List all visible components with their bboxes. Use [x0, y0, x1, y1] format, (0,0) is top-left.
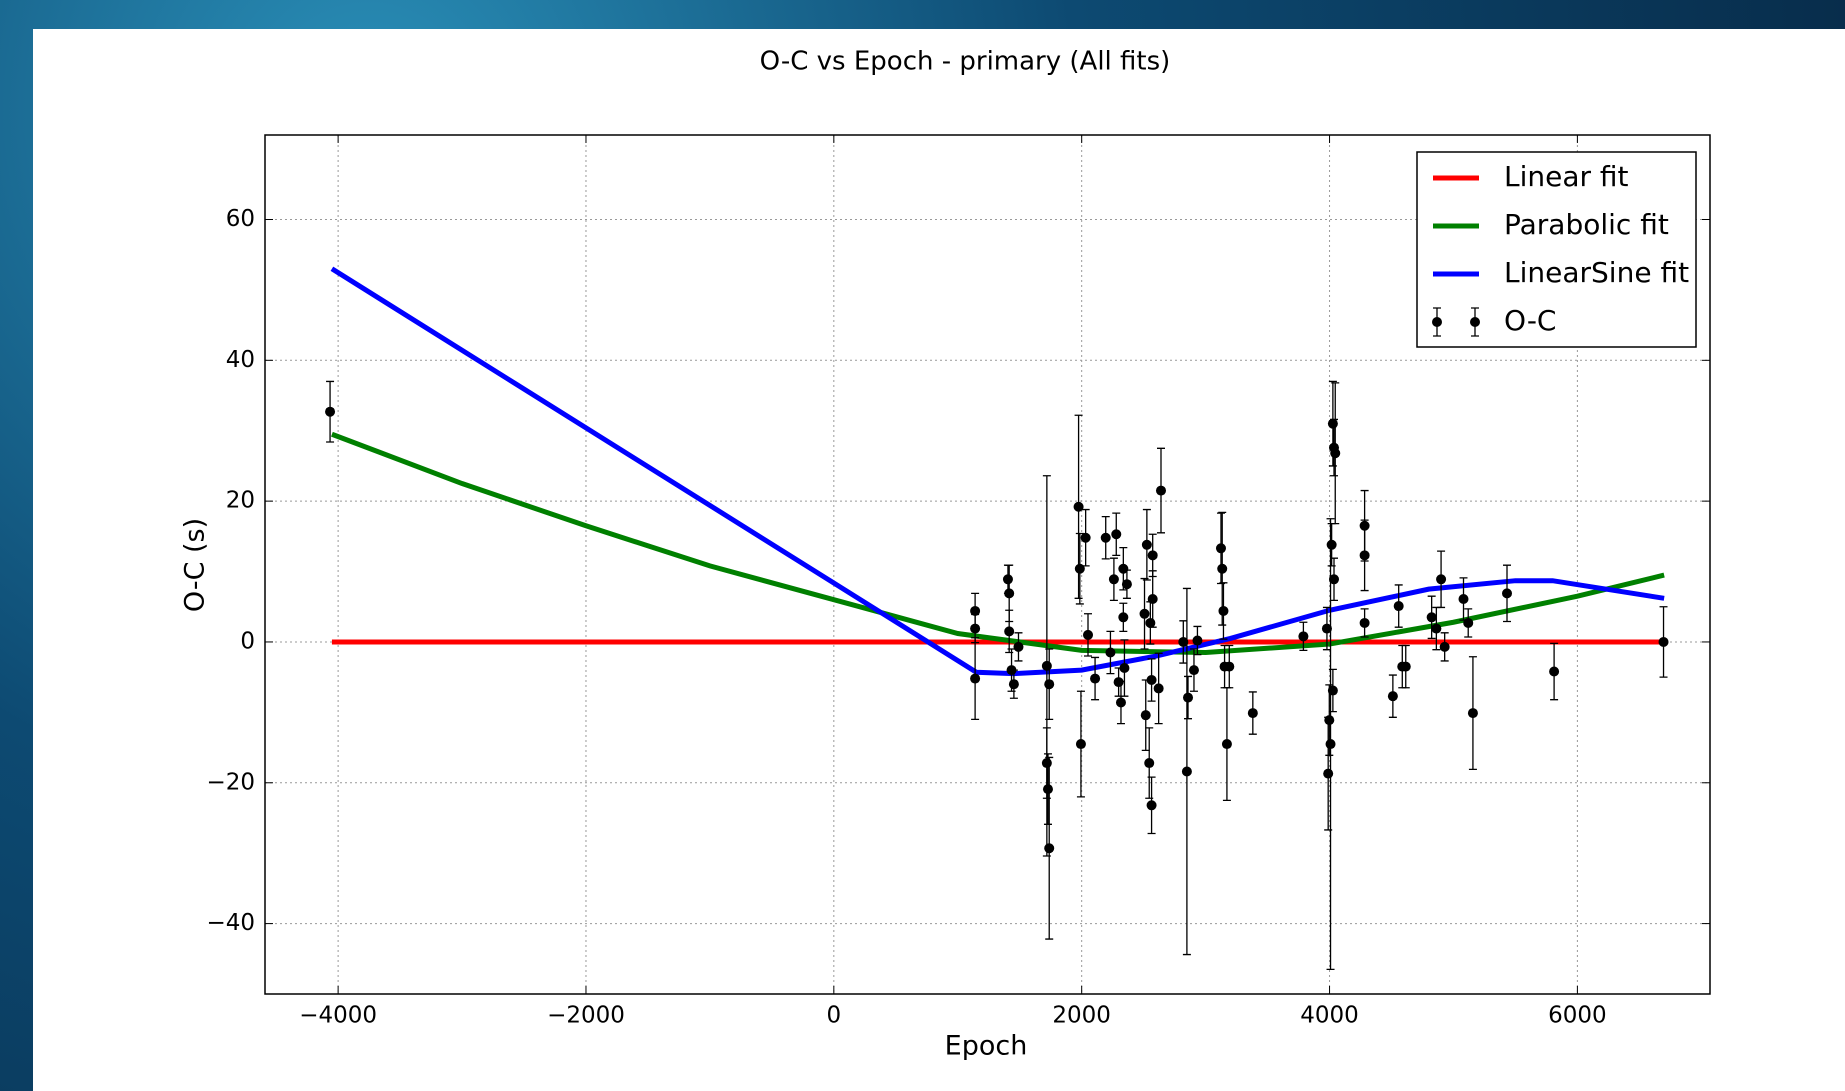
data-point — [1156, 486, 1166, 496]
data-point — [1116, 698, 1126, 708]
data-point — [1327, 540, 1337, 550]
legend-label: Parabolic fit — [1504, 208, 1669, 241]
data-point — [970, 624, 980, 634]
data-point — [1013, 642, 1023, 652]
data-point — [1003, 574, 1013, 584]
data-point — [1326, 739, 1336, 749]
data-point — [1502, 588, 1512, 598]
page: {"chart_data": {"type": "line", "title":… — [0, 0, 1845, 1091]
data-point — [970, 674, 980, 684]
chart: O-C vs Epoch - primary (All fits) Epoch … — [0, 0, 1845, 1091]
data-point — [1074, 502, 1084, 512]
data-point — [1111, 529, 1121, 539]
legend-label: O-C — [1504, 304, 1556, 337]
data-point — [1044, 679, 1054, 689]
data-point — [1248, 708, 1258, 718]
data-point — [1659, 637, 1669, 647]
data-point — [1148, 594, 1158, 604]
data-point — [1427, 612, 1437, 622]
data-point — [1459, 594, 1469, 604]
data-point — [1183, 693, 1193, 703]
y-tick-label: 60 — [226, 206, 255, 232]
data-point — [1101, 533, 1111, 543]
x-axis-label: Epoch — [945, 1031, 1028, 1062]
data-point — [1141, 710, 1151, 720]
y-tick-label: 0 — [240, 628, 255, 654]
x-tick-label: 2000 — [1052, 1003, 1111, 1029]
data-point — [1076, 739, 1086, 749]
data-point — [1218, 606, 1228, 616]
data-point — [1109, 574, 1119, 584]
y-axis-label: O-C (s) — [180, 518, 211, 612]
data-point — [1122, 579, 1132, 589]
data-point — [1075, 564, 1085, 574]
data-point — [1431, 624, 1441, 634]
data-point — [1216, 543, 1226, 553]
data-point — [1182, 767, 1192, 777]
data-point — [1224, 662, 1234, 672]
data-point — [1388, 691, 1398, 701]
data-point — [1042, 661, 1052, 671]
data-point — [1140, 609, 1150, 619]
data-point — [1222, 739, 1232, 749]
data-point — [1044, 843, 1054, 853]
data-point — [1329, 574, 1339, 584]
data-point — [1083, 630, 1093, 640]
x-tick-label: 0 — [827, 1003, 842, 1029]
x-tick-label: 6000 — [1548, 1003, 1607, 1029]
data-point — [1440, 642, 1450, 652]
data-point — [1142, 540, 1152, 550]
data-point — [1144, 758, 1154, 768]
data-point — [325, 407, 335, 417]
x-tick-label: −4000 — [299, 1003, 377, 1029]
data-point — [1105, 648, 1115, 658]
data-point — [1549, 667, 1559, 677]
data-point — [1330, 448, 1340, 458]
data-point — [1043, 784, 1053, 794]
y-tick-label: −20 — [206, 769, 255, 795]
data-point — [1328, 686, 1338, 696]
data-point — [1119, 663, 1129, 673]
data-point — [1217, 564, 1227, 574]
legend-marker — [1432, 317, 1442, 327]
data-point — [1360, 618, 1370, 628]
data-point — [1147, 675, 1157, 685]
data-point — [1147, 800, 1157, 810]
data-point — [1145, 618, 1155, 628]
data-point — [1042, 758, 1052, 768]
data-point — [1154, 683, 1164, 693]
data-point — [1323, 769, 1333, 779]
chart-title: O-C vs Epoch - primary (All fits) — [760, 47, 1171, 77]
legend-label: Linear fit — [1504, 160, 1629, 193]
data-point — [1394, 601, 1404, 611]
data-point — [1009, 679, 1019, 689]
data-point — [1081, 533, 1091, 543]
y-tick-label: 40 — [226, 347, 255, 373]
legend-marker — [1470, 317, 1480, 327]
data-point — [1090, 674, 1100, 684]
x-tick-label: −2000 — [547, 1003, 625, 1029]
x-tick-label: 4000 — [1300, 1003, 1359, 1029]
data-point — [1436, 574, 1446, 584]
y-tick-label: 20 — [226, 488, 255, 514]
data-point — [1324, 715, 1334, 725]
data-point — [1114, 677, 1124, 687]
data-point — [1360, 550, 1370, 560]
data-point — [1148, 550, 1158, 560]
data-point — [1401, 662, 1411, 672]
data-point — [1118, 612, 1128, 622]
data-point — [1463, 618, 1473, 628]
y-tick-label: −40 — [206, 910, 255, 936]
data-point — [1192, 636, 1202, 646]
data-point — [1468, 708, 1478, 718]
data-point — [1298, 631, 1308, 641]
data-point — [1328, 419, 1338, 429]
data-point — [1004, 588, 1014, 598]
data-point — [1189, 665, 1199, 675]
legend-label: LinearSine fit — [1504, 256, 1689, 289]
data-point — [1004, 626, 1014, 636]
